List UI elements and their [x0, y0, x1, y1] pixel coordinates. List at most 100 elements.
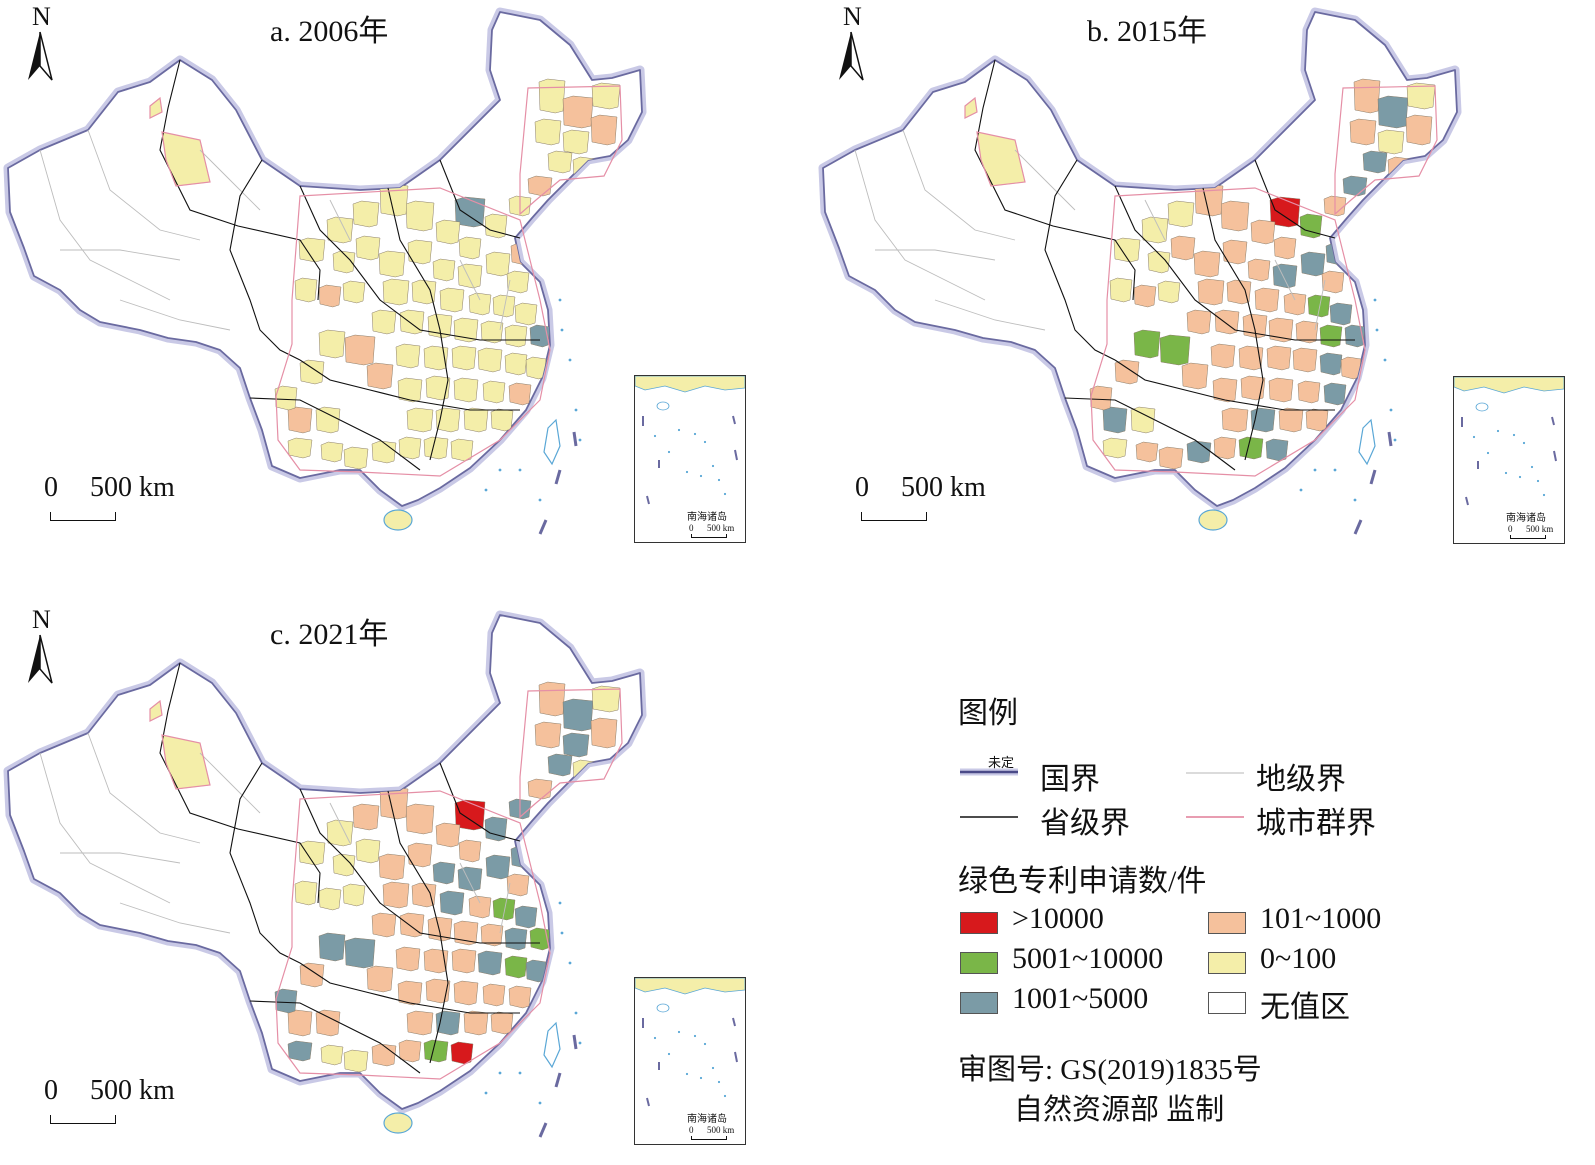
- prefecture-boundary: [119, 299, 231, 331]
- prefecture-region: [298, 840, 326, 866]
- prefecture-region: [457, 263, 483, 289]
- inset-scale-distance: 500 km: [1526, 524, 1554, 534]
- coastal-island: [558, 298, 562, 302]
- maritime-boundary-dash: [554, 1072, 562, 1088]
- prefecture-region: [397, 980, 423, 1006]
- prefecture-region: [355, 838, 381, 864]
- prefecture-boundary: [934, 299, 1046, 331]
- prefecture-region: [590, 717, 618, 749]
- prefecture-region: [1283, 292, 1307, 316]
- prefecture-region: [490, 1011, 514, 1035]
- prefecture-region: [1323, 382, 1347, 406]
- prefecture-region: [382, 278, 410, 306]
- maritime-boundary-dash: [572, 431, 578, 447]
- prefecture-region: [352, 803, 380, 831]
- classes-title: 绿色专利申请数/件: [958, 865, 1207, 898]
- prefecture-region: [1109, 277, 1133, 303]
- maritime-boundary-dash: [554, 469, 562, 485]
- provincial-boundary: [1114, 185, 1355, 341]
- class-label: 0~100: [1260, 942, 1337, 975]
- prefecture-region: [315, 406, 341, 434]
- provincial-boundary: [1044, 159, 1116, 361]
- prefecture-region: [382, 881, 410, 909]
- inset-boundary-dash: [1551, 416, 1555, 426]
- prefecture-region: [423, 1039, 449, 1063]
- prefecture-region: [299, 359, 325, 385]
- prefecture-region: [1406, 82, 1436, 110]
- inset-boundary-dash: [734, 449, 738, 461]
- north-arrow-icon: [28, 31, 53, 81]
- prefecture-region: [1102, 437, 1128, 459]
- prefecture-boundary: [39, 752, 171, 904]
- prefecture-region: [425, 375, 451, 401]
- prefecture-region: [463, 407, 489, 433]
- provincial-boundary: [387, 187, 449, 461]
- prefecture-region: [1247, 258, 1271, 282]
- prefecture-region: [1170, 235, 1196, 261]
- prefecture-region: [453, 920, 479, 946]
- prefecture-region: [1405, 114, 1433, 146]
- prefecture-region: [287, 1040, 313, 1062]
- prefecture-region: [1342, 175, 1368, 197]
- prefecture-region: [1273, 236, 1297, 260]
- prefecture-region: [547, 150, 573, 174]
- provincial-boundary: [1064, 397, 1236, 471]
- map-panel-2021: c. 2021年 N 0 500 km 南海诸岛 0 500 km: [0, 603, 760, 1163]
- inset-island: [1530, 465, 1534, 469]
- prefecture-region: [1278, 407, 1304, 433]
- national-boundary-symbol: [960, 768, 1018, 776]
- prefecture-boundary: [499, 882, 511, 934]
- prefecture-region: [405, 200, 435, 232]
- provincial-boundary: [229, 159, 301, 361]
- scale-distance: 500 km: [90, 472, 175, 503]
- prefecture-region: [1319, 352, 1343, 376]
- prefecture-region: [1377, 129, 1405, 155]
- coastal-island: [574, 1011, 578, 1015]
- urban-agglomeration-boundary: [964, 96, 978, 119]
- prefecture-region: [1135, 441, 1159, 463]
- prefecture-region: [320, 1044, 344, 1066]
- china-map: [818, 7, 1462, 535]
- map-panel-2006: a. 2006年 N 0 500 km 南海诸岛 0 500 km: [0, 0, 760, 560]
- prefecture-region: [1362, 150, 1388, 174]
- inset-boundary-dash: [1553, 450, 1557, 462]
- coastal-island: [1313, 468, 1317, 472]
- prefecture-region: [468, 895, 492, 919]
- prefecture-region: [1133, 284, 1157, 308]
- inset-mainland: [635, 978, 745, 995]
- prefecture-region: [538, 681, 566, 717]
- prefecture-boundary: [1314, 279, 1326, 331]
- north-label: N: [32, 2, 51, 31]
- inset-island: [723, 1094, 727, 1098]
- prefecture-region: [450, 438, 474, 462]
- prefecture-region: [343, 446, 369, 470]
- inset-island: [711, 464, 715, 468]
- prefecture-region: [591, 82, 621, 110]
- coastal-island: [568, 358, 572, 362]
- maritime-boundary-dash: [538, 519, 548, 535]
- provincial-boundary: [1254, 159, 1336, 239]
- prefecture-region: [344, 334, 376, 366]
- prefecture-region: [457, 866, 483, 892]
- prefecture-region: [432, 861, 456, 885]
- prefecture-region: [318, 887, 342, 911]
- prefecture-region: [435, 1010, 461, 1036]
- provincial-boundary: [387, 790, 449, 1064]
- prefecture-region: [315, 1009, 341, 1037]
- coastal-island: [1373, 298, 1377, 302]
- maritime-boundary-dash: [1387, 431, 1393, 447]
- scale-bar-graphic: [50, 512, 116, 521]
- prefecture-region: [508, 985, 532, 1009]
- prefecture-region: [492, 294, 516, 318]
- prefecture-region: [484, 213, 508, 239]
- prefecture-region: [406, 407, 434, 433]
- provincial-boundary-symbol: [960, 816, 1018, 818]
- map-approval-issuer: 自然资源部 监制: [1014, 1094, 1225, 1126]
- prefecture-region: [298, 237, 326, 263]
- inset-island: [693, 432, 697, 436]
- prefecture-region: [1141, 216, 1169, 244]
- prefecture-boundary: [329, 802, 351, 844]
- inset-island: [667, 1052, 671, 1056]
- prefecture-region: [1240, 375, 1266, 401]
- prefecture-region: [527, 778, 553, 800]
